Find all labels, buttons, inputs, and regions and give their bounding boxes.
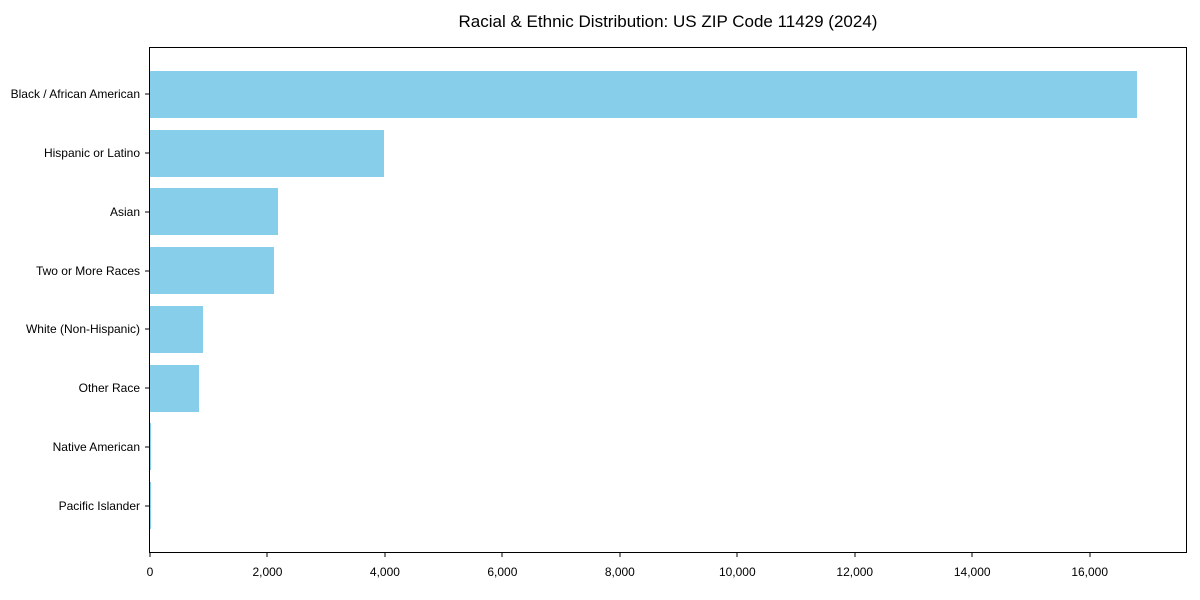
x-tick-mark [266, 553, 268, 557]
y-axis-label: Pacific Islander [58, 498, 140, 513]
bar-row [145, 418, 1186, 477]
bar-row [145, 241, 1186, 300]
x-tick-label: 4,000 [369, 565, 400, 579]
x-tick-mark [619, 553, 621, 557]
x-tick-label: 0 [146, 565, 154, 579]
bar [150, 305, 203, 353]
x-tick-mark [971, 553, 973, 557]
y-tick-mark [145, 505, 149, 507]
y-tick-mark [145, 446, 149, 448]
x-tick-mark [501, 553, 503, 557]
y-axis-label: Asian [109, 204, 140, 219]
y-axis-label: White (Non-Hispanic) [25, 322, 140, 337]
plot-area: 0 2,000 4,000 6,000 8,000 10,000 12,000 14,000 1… [145, 47, 1187, 579]
y-tick-mark [145, 387, 149, 389]
x-tick-mark [149, 553, 151, 557]
y-tick-mark [145, 328, 149, 330]
bar [150, 188, 279, 236]
bar [150, 129, 384, 177]
x-tick-mark [384, 553, 386, 557]
y-tick-mark [145, 93, 149, 95]
bar-row [145, 476, 1186, 535]
x-tick-mark [1089, 553, 1091, 557]
x-tick-label: 16,000 [1071, 565, 1109, 579]
y-tick-mark [145, 152, 149, 154]
bar [150, 70, 1137, 118]
x-tick-label: 14,000 [953, 565, 991, 579]
y-tick-mark [145, 211, 149, 213]
y-axis-label: Black / African American [10, 87, 140, 102]
bar-row [145, 300, 1186, 359]
bar [150, 247, 274, 295]
y-tick-mark [145, 270, 149, 272]
x-tick-label: 12,000 [836, 565, 874, 579]
x-tick-label: 8,000 [604, 565, 635, 579]
x-tick-label: 10,000 [718, 565, 756, 579]
bar [150, 364, 199, 412]
y-axis-label: Hispanic or Latino [43, 146, 140, 161]
y-axis-label: Native American [52, 439, 140, 454]
bar-row [145, 183, 1186, 242]
x-tick-label: 6,000 [487, 565, 518, 579]
x-tick-mark [736, 553, 738, 557]
y-axis-labels: Black / African American Hispanic or Lati… [0, 48, 141, 552]
x-tick-label: 2,000 [252, 565, 283, 579]
chart-title: Racial & Ethnic Distribution: US ZIP Cod… [458, 12, 878, 31]
bar-row [145, 124, 1186, 183]
x-tick-mark [854, 553, 856, 557]
bar-row [145, 359, 1186, 418]
y-axis-label: Two or More Races [35, 263, 140, 278]
bar-row [145, 65, 1186, 124]
y-axis-label: Other Race [78, 381, 140, 396]
bars-layer [145, 48, 1186, 552]
bar [150, 423, 152, 471]
